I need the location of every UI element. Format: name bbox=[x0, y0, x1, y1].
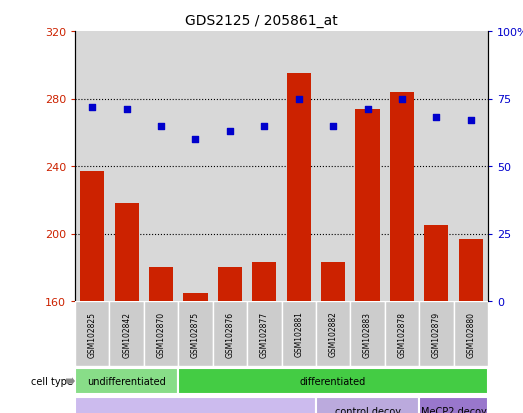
Point bbox=[398, 96, 406, 102]
Bar bbox=[385, 301, 419, 366]
Bar bbox=[218, 268, 242, 301]
Bar bbox=[144, 301, 178, 366]
Bar bbox=[356, 109, 380, 301]
Point bbox=[467, 118, 475, 124]
Point bbox=[329, 123, 337, 130]
Bar bbox=[115, 204, 139, 301]
Bar bbox=[178, 368, 488, 394]
Text: GSM102883: GSM102883 bbox=[363, 311, 372, 357]
Text: no transfection: no transfection bbox=[158, 412, 232, 413]
Point bbox=[226, 128, 234, 135]
Bar bbox=[419, 301, 453, 366]
Bar bbox=[316, 301, 350, 366]
Point bbox=[294, 96, 303, 102]
Bar bbox=[178, 301, 213, 366]
Text: GSM102842: GSM102842 bbox=[122, 311, 131, 357]
Text: GSM102825: GSM102825 bbox=[88, 311, 97, 357]
Text: GDS2125 / 205861_at: GDS2125 / 205861_at bbox=[185, 14, 338, 28]
Text: control decoy
transfection: control decoy transfection bbox=[335, 406, 401, 413]
Bar bbox=[252, 263, 276, 301]
Bar bbox=[247, 301, 281, 366]
Bar bbox=[287, 74, 311, 301]
Text: GSM102876: GSM102876 bbox=[225, 311, 234, 357]
Bar bbox=[184, 293, 208, 301]
Text: GSM102879: GSM102879 bbox=[432, 311, 441, 357]
Bar bbox=[281, 301, 316, 366]
Bar bbox=[109, 301, 144, 366]
Point bbox=[260, 123, 268, 130]
Text: GSM102877: GSM102877 bbox=[260, 311, 269, 357]
Bar bbox=[316, 397, 419, 413]
Point bbox=[363, 107, 372, 113]
Bar bbox=[459, 239, 483, 301]
Text: GSM102878: GSM102878 bbox=[397, 311, 406, 357]
Bar bbox=[80, 172, 104, 301]
Bar bbox=[424, 225, 448, 301]
Text: MeCP2 decoy
transfection: MeCP2 decoy transfection bbox=[420, 406, 486, 413]
Bar bbox=[350, 301, 385, 366]
Text: GSM102881: GSM102881 bbox=[294, 311, 303, 356]
Point bbox=[157, 123, 165, 130]
Bar bbox=[75, 301, 109, 366]
Point bbox=[191, 136, 200, 143]
Bar bbox=[75, 368, 178, 394]
Point bbox=[432, 115, 440, 121]
Text: GSM102882: GSM102882 bbox=[328, 311, 338, 356]
Bar bbox=[419, 397, 488, 413]
Text: protocol: protocol bbox=[33, 412, 73, 413]
Text: GSM102870: GSM102870 bbox=[156, 311, 166, 357]
Text: undifferentiated: undifferentiated bbox=[87, 376, 166, 386]
Point bbox=[122, 107, 131, 113]
Bar bbox=[390, 93, 414, 301]
Text: cell type: cell type bbox=[31, 376, 73, 386]
Text: GSM102880: GSM102880 bbox=[467, 311, 475, 357]
Bar bbox=[321, 263, 345, 301]
Bar bbox=[75, 397, 316, 413]
Bar bbox=[213, 301, 247, 366]
Bar bbox=[453, 301, 488, 366]
Text: differentiated: differentiated bbox=[300, 376, 366, 386]
Bar bbox=[149, 268, 173, 301]
Text: GSM102875: GSM102875 bbox=[191, 311, 200, 357]
Point bbox=[88, 104, 96, 111]
